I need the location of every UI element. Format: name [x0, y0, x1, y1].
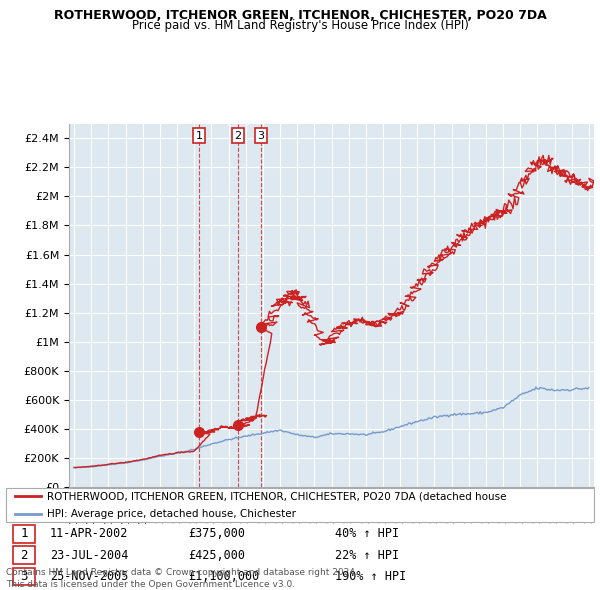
Text: 25-NOV-2005: 25-NOV-2005: [50, 570, 128, 583]
Text: 2: 2: [20, 549, 28, 562]
Text: 23-JUL-2004: 23-JUL-2004: [50, 549, 128, 562]
Text: 11-APR-2002: 11-APR-2002: [50, 527, 128, 540]
Text: 190% ↑ HPI: 190% ↑ HPI: [335, 570, 407, 583]
Text: 1: 1: [20, 527, 28, 540]
Bar: [13, 525, 35, 543]
Text: £425,000: £425,000: [188, 549, 245, 562]
Text: 40% ↑ HPI: 40% ↑ HPI: [335, 527, 400, 540]
Text: ROTHERWOOD, ITCHENOR GREEN, ITCHENOR, CHICHESTER, PO20 7DA (detached house: ROTHERWOOD, ITCHENOR GREEN, ITCHENOR, CH…: [47, 491, 506, 502]
Text: Contains HM Land Registry data © Crown copyright and database right 2024.
This d: Contains HM Land Registry data © Crown c…: [6, 568, 358, 589]
Text: 3: 3: [257, 130, 265, 140]
Text: £375,000: £375,000: [188, 527, 245, 540]
Bar: [13, 568, 35, 585]
Text: HPI: Average price, detached house, Chichester: HPI: Average price, detached house, Chic…: [47, 509, 296, 519]
Text: Price paid vs. HM Land Registry's House Price Index (HPI): Price paid vs. HM Land Registry's House …: [131, 19, 469, 32]
Text: 2: 2: [235, 130, 242, 140]
Text: £1,100,000: £1,100,000: [188, 570, 260, 583]
Text: ROTHERWOOD, ITCHENOR GREEN, ITCHENOR, CHICHESTER, PO20 7DA: ROTHERWOOD, ITCHENOR GREEN, ITCHENOR, CH…: [53, 9, 547, 22]
Text: 3: 3: [20, 570, 28, 583]
Text: 22% ↑ HPI: 22% ↑ HPI: [335, 549, 400, 562]
Bar: [13, 546, 35, 564]
Text: 1: 1: [196, 130, 202, 140]
